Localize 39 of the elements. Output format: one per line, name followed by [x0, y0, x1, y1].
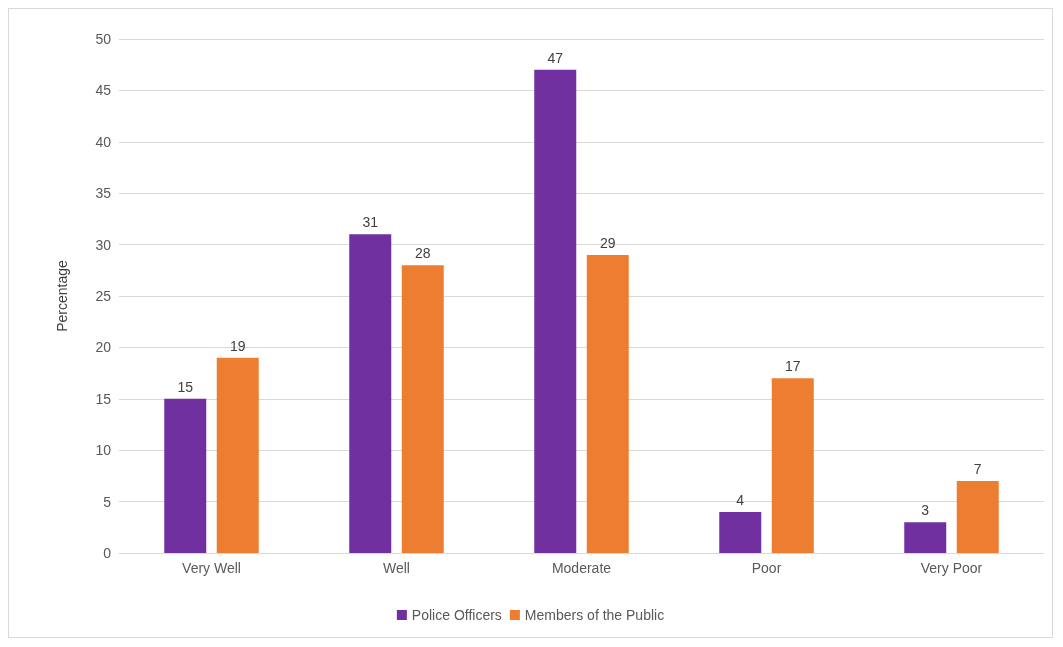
bar [719, 511, 762, 553]
y-tick-label: 45 [95, 82, 112, 99]
y-tick-label: 40 [95, 133, 112, 150]
x-tick-label: Well [383, 560, 410, 576]
y-tick-label: 0 [103, 545, 112, 561]
x-tick-label: Very Poor [920, 560, 983, 576]
y-axis-title: Percentage [54, 259, 70, 332]
bar [401, 265, 444, 553]
y-tick-label: 15 [95, 390, 112, 407]
bar [771, 378, 814, 553]
data-label: 3 [921, 502, 930, 519]
data-label: 29 [599, 234, 616, 251]
legend-label: Members of the Public [524, 607, 665, 623]
bar [349, 234, 392, 553]
x-tick-label: Very Well [182, 560, 241, 576]
bar [956, 481, 999, 553]
data-label: 4 [736, 491, 745, 508]
data-label: 17 [784, 358, 801, 375]
y-tick-label: 35 [95, 185, 112, 202]
y-tick-label: 5 [103, 493, 112, 510]
data-label: 7 [973, 461, 982, 478]
bar [164, 398, 207, 553]
data-label: 47 [547, 49, 564, 66]
y-tick-label: 50 [95, 31, 112, 47]
y-tick-label: 10 [95, 442, 112, 459]
bar [586, 254, 629, 553]
bar [904, 522, 947, 553]
data-label: 19 [229, 337, 246, 354]
legend-label: Police Officers [411, 607, 502, 623]
data-label: 28 [414, 245, 431, 262]
y-tick-label: 30 [95, 236, 112, 253]
x-tick-label: Poor [751, 560, 782, 576]
y-tick-label: 25 [95, 288, 112, 304]
x-tick-label: Moderate [551, 560, 612, 576]
data-label: 31 [362, 214, 379, 231]
bar [216, 357, 259, 553]
bar [534, 69, 577, 553]
y-tick-label: 20 [95, 339, 112, 356]
data-label: 15 [177, 378, 194, 395]
